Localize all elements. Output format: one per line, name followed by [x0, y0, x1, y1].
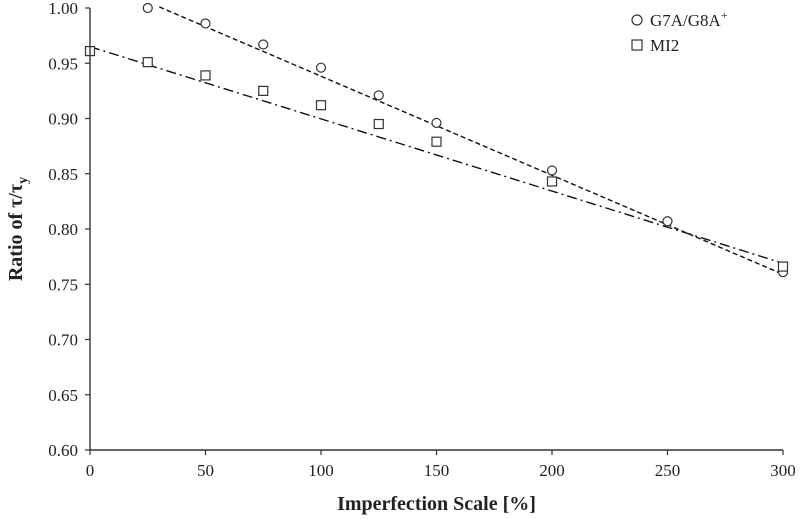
y-tick-label: 0.70 — [48, 331, 78, 350]
trendlines — [89, 6, 784, 275]
data-point-square — [777, 261, 789, 272]
legend-item-series-2: MI2 — [631, 36, 679, 55]
data-point-circle — [373, 90, 384, 101]
y-tick-label: 1.00 — [48, 0, 78, 18]
data-points — [84, 2, 789, 278]
data-point-square — [200, 70, 211, 81]
data-point-square — [258, 85, 269, 96]
x-tick-label: 100 — [308, 461, 334, 480]
data-point-circle — [142, 2, 153, 14]
legend-item-series-1: G7A/G8A+ — [631, 8, 728, 30]
data-point-circle — [431, 117, 442, 129]
y-axis-title: Ratio of τ/τy — [5, 177, 31, 281]
y-tick-label: 0.75 — [48, 275, 78, 294]
y-axis-title-main: Ratio of τ/τ — [5, 184, 27, 281]
data-point-circle — [258, 39, 269, 50]
y-tick-label: 0.60 — [48, 441, 78, 460]
legend: G7A/G8A+ MI2 — [631, 8, 728, 55]
legend-label-series-1: G7A/G8A+ — [650, 8, 728, 30]
y-tick-label: 0.85 — [48, 165, 78, 184]
x-tick-label: 200 — [539, 461, 565, 480]
trendline-series-2 — [89, 46, 784, 264]
data-point-square — [142, 57, 153, 68]
data-point-square — [315, 100, 327, 111]
y-tick-label: 0.80 — [48, 220, 78, 239]
data-point-circle — [662, 216, 673, 227]
legend-label-series-1-main: G7A/G8A — [650, 11, 722, 30]
x-tick-label: 150 — [424, 461, 450, 480]
data-point-square — [373, 118, 384, 130]
legend-square-marker — [631, 39, 643, 51]
data-point-square — [546, 176, 558, 187]
x-tick-label: 0 — [86, 461, 95, 480]
data-point-circle — [315, 62, 327, 73]
legend-circle-marker — [631, 14, 643, 26]
data-point-square — [431, 136, 442, 147]
y-tick-label: 0.65 — [48, 386, 78, 405]
data-point-circle — [546, 165, 558, 176]
x-tick-label: 50 — [197, 461, 214, 480]
data-point-circle — [200, 18, 211, 29]
trendline-series-1 — [159, 6, 784, 275]
x-tick-label: 300 — [770, 461, 796, 480]
y-tick-label: 0.95 — [48, 54, 78, 73]
x-tick-label: 250 — [655, 461, 681, 480]
legend-label-series-1-superscript: + — [721, 8, 728, 22]
y-axis-title-subscript: y — [16, 177, 31, 184]
x-axis-title: Imperfection Scale [%] — [337, 493, 536, 515]
legend-label-series-2: MI2 — [650, 36, 679, 55]
y-tick-label: 0.90 — [48, 110, 78, 129]
axis-ticks: 0.60 0.65 0.70 0.75 0.80 0.85 0.90 0.95 1.00 0 50 1… — [48, 0, 796, 480]
